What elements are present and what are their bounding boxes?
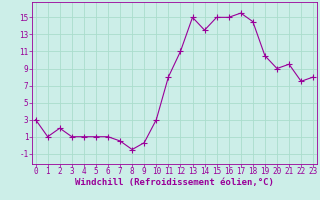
X-axis label: Windchill (Refroidissement éolien,°C): Windchill (Refroidissement éolien,°C) (75, 178, 274, 187)
